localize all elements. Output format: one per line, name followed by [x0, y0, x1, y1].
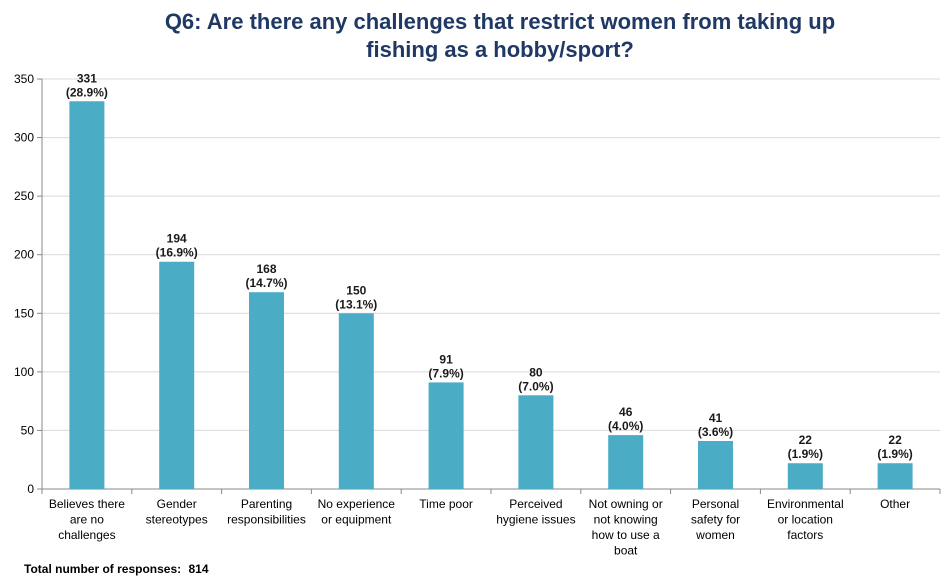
x-tick-label: Time poor — [419, 497, 473, 511]
y-tick-label: 0 — [27, 482, 34, 496]
data-label-percent: (28.9%) — [66, 85, 108, 99]
y-tick-label: 300 — [14, 131, 34, 145]
bar — [608, 435, 644, 489]
chart-title-line-1: Q6: Are there any challenges that restri… — [164, 9, 836, 34]
data-label-value: 194 — [167, 232, 187, 246]
x-tick-label: Perceived — [509, 497, 562, 511]
data-label-value: 91 — [439, 352, 453, 366]
data-label-value: 41 — [709, 411, 723, 425]
data-label-percent: (16.9%) — [156, 246, 198, 260]
data-label-value: 46 — [619, 405, 633, 419]
x-tick-label: Other — [880, 497, 910, 511]
y-tick-label: 100 — [14, 365, 34, 379]
data-label-value: 168 — [256, 262, 276, 276]
x-tick-label: not knowing — [594, 513, 658, 527]
x-tick-label: how to use a — [592, 528, 660, 542]
x-tick-label: Not owning or — [589, 497, 663, 511]
bar — [338, 313, 374, 489]
x-tick-label: factors — [787, 528, 823, 542]
data-label-percent: (14.7%) — [245, 276, 287, 290]
data-label-percent: (1.9%) — [877, 447, 912, 461]
y-tick-label: 50 — [21, 423, 35, 437]
data-label-percent: (7.0%) — [518, 379, 553, 393]
bar — [159, 261, 195, 489]
x-tick-label: hygiene issues — [496, 513, 575, 527]
x-tick-label: safety for — [691, 513, 740, 527]
data-label-percent: (4.0%) — [608, 419, 643, 433]
data-label-percent: (7.9%) — [428, 366, 463, 380]
total-responses-value: 814 — [188, 562, 209, 576]
x-tick-label: or location — [778, 513, 833, 527]
data-label-value: 22 — [888, 433, 902, 447]
chart-title-line-2: fishing as a hobby/sport? — [366, 37, 634, 62]
total-responses-label: Total number of responses: — [24, 562, 182, 576]
x-tick-label: No experience — [318, 497, 396, 511]
y-tick-label: 200 — [14, 248, 34, 262]
bar — [877, 463, 913, 489]
x-tick-label: or equipment — [321, 513, 392, 527]
data-label-value: 80 — [529, 365, 543, 379]
data-label-percent: (3.6%) — [698, 425, 733, 439]
data-label-value: 22 — [799, 433, 813, 447]
data-label-percent: (1.9%) — [788, 447, 823, 461]
x-tick-label: Environmental — [767, 497, 844, 511]
y-tick-label: 150 — [14, 306, 34, 320]
bar — [518, 395, 554, 489]
x-tick-label: Gender — [157, 497, 197, 511]
x-tick-label: Believes there — [49, 497, 125, 511]
bar — [249, 292, 284, 489]
chart-title: Q6: Are there any challenges that restri… — [60, 8, 940, 64]
y-tick-label: 250 — [14, 189, 34, 203]
x-tick-label: challenges — [58, 528, 115, 542]
x-tick-label: are no — [70, 513, 104, 527]
data-label-value: 331 — [77, 71, 97, 85]
x-tick-label: women — [695, 528, 735, 542]
data-label-value: 150 — [346, 283, 366, 297]
bar — [69, 101, 105, 489]
x-tick-label: boat — [614, 544, 638, 558]
y-tick-label: 350 — [14, 72, 34, 86]
x-tick-label: Personal — [692, 497, 739, 511]
x-tick-label: Parenting — [241, 497, 292, 511]
x-tick-label: responsibilities — [227, 513, 306, 527]
total-responses: Total number of responses: 814 — [24, 562, 209, 576]
data-label-percent: (13.1%) — [335, 297, 377, 311]
bar — [428, 382, 464, 489]
bar — [787, 463, 823, 489]
bar — [698, 440, 733, 489]
x-tick-label: stereotypes — [146, 513, 208, 527]
